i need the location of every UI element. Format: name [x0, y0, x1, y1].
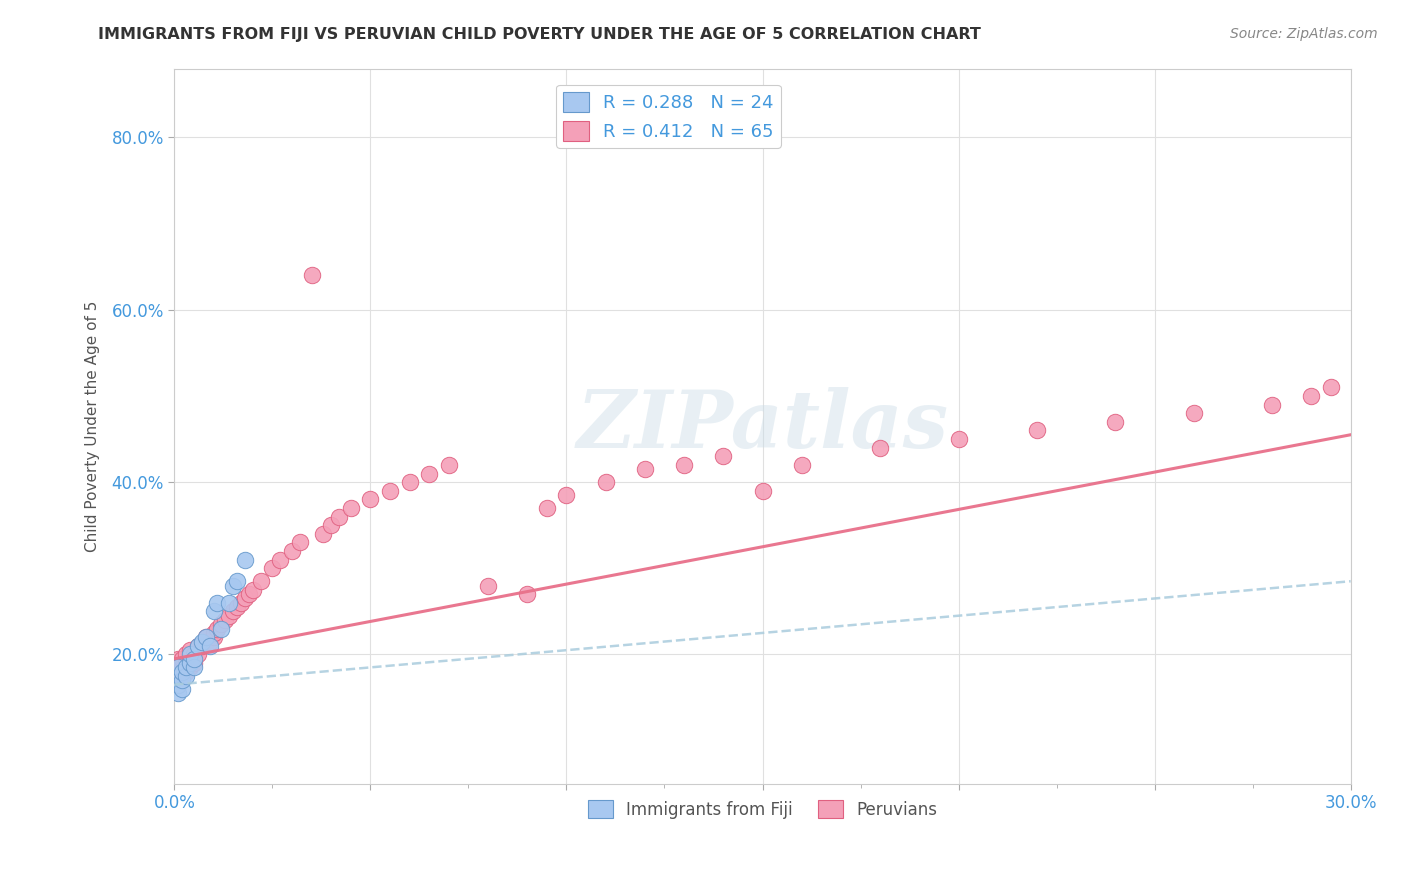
Point — [167, 669, 190, 683]
Point — [218, 608, 240, 623]
Point — [222, 604, 245, 618]
Point — [437, 458, 460, 472]
Point — [328, 509, 350, 524]
Point — [288, 535, 311, 549]
Point — [167, 652, 190, 666]
Point — [172, 669, 194, 683]
Point — [167, 686, 190, 700]
Point — [378, 483, 401, 498]
Point — [207, 596, 229, 610]
Point — [174, 648, 197, 662]
Point — [172, 660, 194, 674]
Point — [174, 669, 197, 683]
Point — [179, 643, 201, 657]
Point — [1104, 415, 1126, 429]
Point — [751, 483, 773, 498]
Point — [1026, 424, 1049, 438]
Point — [194, 630, 217, 644]
Point — [187, 639, 209, 653]
Point — [281, 544, 304, 558]
Point — [179, 656, 201, 670]
Point — [172, 673, 194, 688]
Point — [233, 552, 256, 566]
Point — [398, 475, 420, 490]
Point — [174, 656, 197, 670]
Point — [242, 582, 264, 597]
Point — [179, 660, 201, 674]
Y-axis label: Child Poverty Under the Age of 5: Child Poverty Under the Age of 5 — [86, 301, 100, 552]
Point — [673, 458, 696, 472]
Point — [218, 596, 240, 610]
Point — [301, 268, 323, 283]
Legend: Immigrants from Fiji, Peruvians: Immigrants from Fiji, Peruvians — [581, 794, 943, 825]
Point — [214, 613, 236, 627]
Text: ZIPatlas: ZIPatlas — [576, 387, 949, 465]
Point — [202, 626, 225, 640]
Point — [269, 552, 291, 566]
Point — [191, 634, 214, 648]
Point — [226, 574, 249, 589]
Point — [948, 432, 970, 446]
Point — [194, 630, 217, 644]
Point — [179, 648, 201, 662]
Point — [179, 652, 201, 666]
Point — [207, 622, 229, 636]
Point — [172, 665, 194, 679]
Point — [167, 660, 190, 674]
Point — [202, 630, 225, 644]
Point — [249, 574, 271, 589]
Point — [262, 561, 284, 575]
Text: IMMIGRANTS FROM FIJI VS PERUVIAN CHILD POVERTY UNDER THE AGE OF 5 CORRELATION CH: IMMIGRANTS FROM FIJI VS PERUVIAN CHILD P… — [98, 27, 981, 42]
Point — [790, 458, 813, 472]
Point — [209, 622, 232, 636]
Point — [183, 656, 205, 670]
Point — [187, 639, 209, 653]
Point — [183, 660, 205, 674]
Point — [167, 678, 190, 692]
Point — [167, 660, 190, 674]
Point — [209, 617, 232, 632]
Point — [172, 652, 194, 666]
Point — [233, 591, 256, 606]
Point — [418, 467, 440, 481]
Point — [312, 526, 335, 541]
Point — [187, 648, 209, 662]
Point — [359, 492, 381, 507]
Point — [198, 639, 221, 653]
Point — [238, 587, 260, 601]
Point — [555, 488, 578, 502]
Point — [172, 681, 194, 696]
Point — [634, 462, 657, 476]
Point — [226, 600, 249, 615]
Point — [167, 669, 190, 683]
Text: Source: ZipAtlas.com: Source: ZipAtlas.com — [1230, 27, 1378, 41]
Point — [222, 578, 245, 592]
Point — [194, 634, 217, 648]
Point — [869, 441, 891, 455]
Point — [183, 648, 205, 662]
Point — [183, 652, 205, 666]
Point — [711, 450, 734, 464]
Point — [516, 587, 538, 601]
Point — [202, 604, 225, 618]
Point — [321, 518, 343, 533]
Point — [191, 639, 214, 653]
Point — [174, 665, 197, 679]
Point — [174, 660, 197, 674]
Point — [1301, 389, 1323, 403]
Point — [198, 634, 221, 648]
Point — [1261, 398, 1284, 412]
Point — [1182, 406, 1205, 420]
Point — [229, 596, 252, 610]
Point — [536, 500, 558, 515]
Point — [1320, 380, 1343, 394]
Point — [477, 578, 499, 592]
Point — [595, 475, 617, 490]
Point — [339, 500, 361, 515]
